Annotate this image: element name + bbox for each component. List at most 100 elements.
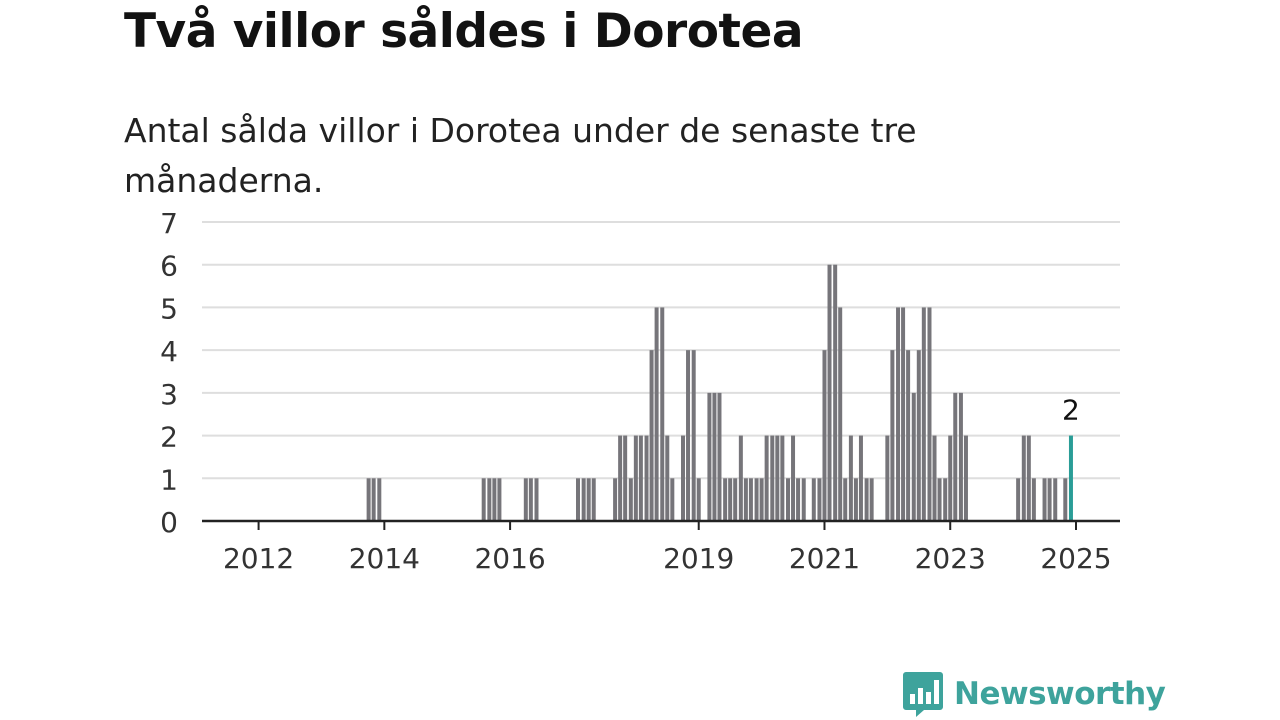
bar (534, 478, 539, 521)
bar (848, 435, 853, 521)
bar (743, 478, 748, 521)
bar (890, 350, 895, 521)
y-tick-label: 2 (160, 421, 178, 454)
bar (644, 435, 649, 521)
bar (723, 478, 728, 521)
bar (948, 435, 953, 521)
bar (811, 478, 816, 521)
bar (497, 478, 502, 521)
bar (958, 392, 963, 521)
bar (780, 435, 785, 521)
data-label: 2 (1062, 394, 1080, 427)
bar (770, 435, 775, 521)
bar (681, 435, 686, 521)
y-tick-label: 3 (160, 378, 178, 411)
bar (843, 478, 848, 521)
bar (833, 264, 838, 521)
y-tick-label: 0 (160, 506, 178, 539)
x-tick-label: 2023 (915, 542, 986, 575)
bar (1063, 478, 1068, 521)
x-tick-label: 2012 (223, 542, 294, 575)
x-axis-ticks: 2012 2014 2016 2019 2021 2023 2025 (223, 521, 1112, 575)
bar (916, 350, 921, 521)
bar (487, 478, 492, 521)
bar-highlight (1068, 435, 1073, 521)
y-tick-label: 7 (160, 207, 178, 240)
bar (696, 478, 701, 521)
chart-subtitle: Antal sålda villor i Dorotea under de se… (124, 111, 917, 200)
y-tick-label: 1 (160, 463, 178, 496)
bars (366, 264, 1073, 521)
bar (943, 478, 948, 521)
bar (791, 435, 796, 521)
bar (712, 392, 717, 521)
bar (759, 478, 764, 521)
bar (1016, 478, 1021, 521)
bar (686, 350, 691, 521)
newsworthy-logo: Newsworthy (902, 670, 1166, 718)
y-tick-label: 6 (160, 250, 178, 283)
bar (654, 307, 659, 521)
bar (638, 435, 643, 521)
bar (660, 307, 665, 521)
bar (738, 435, 743, 521)
bar (492, 478, 497, 521)
chart-title: Två villor såldes i Dorotea (124, 4, 804, 59)
newsworthy-logo-icon (903, 672, 943, 717)
bar (623, 435, 628, 521)
bar (371, 478, 376, 521)
bar (932, 435, 937, 521)
x-tick-label: 2016 (474, 542, 545, 575)
bar (796, 478, 801, 521)
bar (748, 478, 753, 521)
bar (927, 307, 932, 521)
bar (885, 435, 890, 521)
bar (858, 435, 863, 521)
bar (628, 478, 633, 521)
bar (1031, 478, 1036, 521)
bar (707, 392, 712, 521)
bar (1026, 435, 1031, 521)
bar (838, 307, 843, 521)
bar (764, 435, 769, 521)
bar (377, 478, 382, 521)
bar (775, 435, 780, 521)
bar (921, 307, 926, 521)
x-tick-label: 2025 (1040, 542, 1111, 575)
bar (523, 478, 528, 521)
bar (586, 478, 591, 521)
bar (733, 478, 738, 521)
bar (1047, 478, 1052, 521)
bar (953, 392, 958, 521)
bar (633, 435, 638, 521)
y-axis-ticks: 0 1 2 3 4 5 6 7 (160, 207, 178, 539)
bar (618, 435, 623, 521)
bar (864, 478, 869, 521)
bar (613, 478, 618, 521)
bar (665, 435, 670, 521)
x-tick-label: 2019 (663, 542, 734, 575)
bar (911, 392, 916, 521)
bar (528, 478, 533, 521)
bar (591, 478, 596, 521)
bar (896, 307, 901, 521)
bar (906, 350, 911, 521)
bar (853, 478, 858, 521)
bar (937, 478, 942, 521)
bar (817, 478, 822, 521)
data-labels: 2 (1062, 394, 1080, 427)
x-tick-label: 2014 (349, 542, 420, 575)
bar (649, 350, 654, 521)
bar (901, 307, 906, 521)
bar (717, 392, 722, 521)
x-tick-label: 2021 (789, 542, 860, 575)
bar (581, 478, 586, 521)
bar (869, 478, 874, 521)
bar (1021, 435, 1026, 521)
y-tick-label: 5 (160, 292, 178, 325)
bar (670, 478, 675, 521)
bar (1053, 478, 1058, 521)
bar (481, 478, 486, 521)
bar (963, 435, 968, 521)
